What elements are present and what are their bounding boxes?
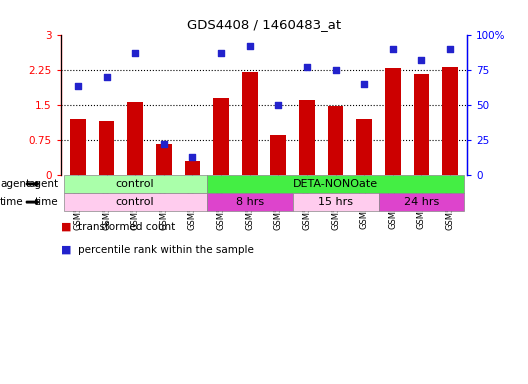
Point: [159, 141, 168, 147]
Text: control: control: [116, 197, 155, 207]
Text: ■: ■: [61, 222, 75, 232]
Text: 24 hrs: 24 hrs: [404, 197, 439, 207]
Bar: [99, 121, 115, 175]
Point: [131, 50, 139, 56]
Bar: [127, 102, 143, 175]
Point: [332, 66, 340, 73]
Text: time: time: [34, 197, 58, 207]
Bar: [207, 193, 293, 211]
Bar: [242, 72, 258, 175]
Bar: [328, 106, 343, 175]
Text: percentile rank within the sample: percentile rank within the sample: [78, 245, 253, 255]
Point: [102, 74, 111, 80]
Text: agent: agent: [0, 179, 30, 189]
Bar: [379, 193, 465, 211]
Bar: [442, 67, 458, 175]
Bar: [293, 193, 379, 211]
Point: [246, 43, 254, 49]
Bar: [356, 119, 372, 175]
Bar: [156, 144, 172, 175]
Bar: [70, 119, 86, 175]
Bar: [63, 193, 207, 211]
Point: [217, 50, 225, 56]
Text: GDS4408 / 1460483_at: GDS4408 / 1460483_at: [187, 18, 341, 31]
Point: [303, 64, 311, 70]
Point: [188, 154, 196, 160]
Bar: [413, 74, 429, 175]
Text: control: control: [116, 179, 155, 189]
Bar: [385, 68, 401, 175]
Point: [389, 46, 397, 52]
Bar: [270, 135, 286, 175]
Bar: [63, 175, 207, 193]
Text: ■: ■: [61, 245, 75, 255]
Point: [74, 83, 82, 89]
Text: time: time: [0, 197, 24, 207]
Text: 15 hrs: 15 hrs: [318, 197, 353, 207]
Text: agent: agent: [28, 179, 58, 189]
Bar: [299, 100, 315, 175]
Bar: [185, 161, 200, 175]
Bar: [207, 175, 465, 193]
Point: [360, 81, 369, 87]
Point: [417, 57, 426, 63]
Text: 8 hrs: 8 hrs: [235, 197, 264, 207]
Point: [446, 46, 454, 52]
Bar: [213, 98, 229, 175]
Point: [274, 102, 282, 108]
Text: DETA-NONOate: DETA-NONOate: [293, 179, 378, 189]
Text: transformed count: transformed count: [78, 222, 175, 232]
